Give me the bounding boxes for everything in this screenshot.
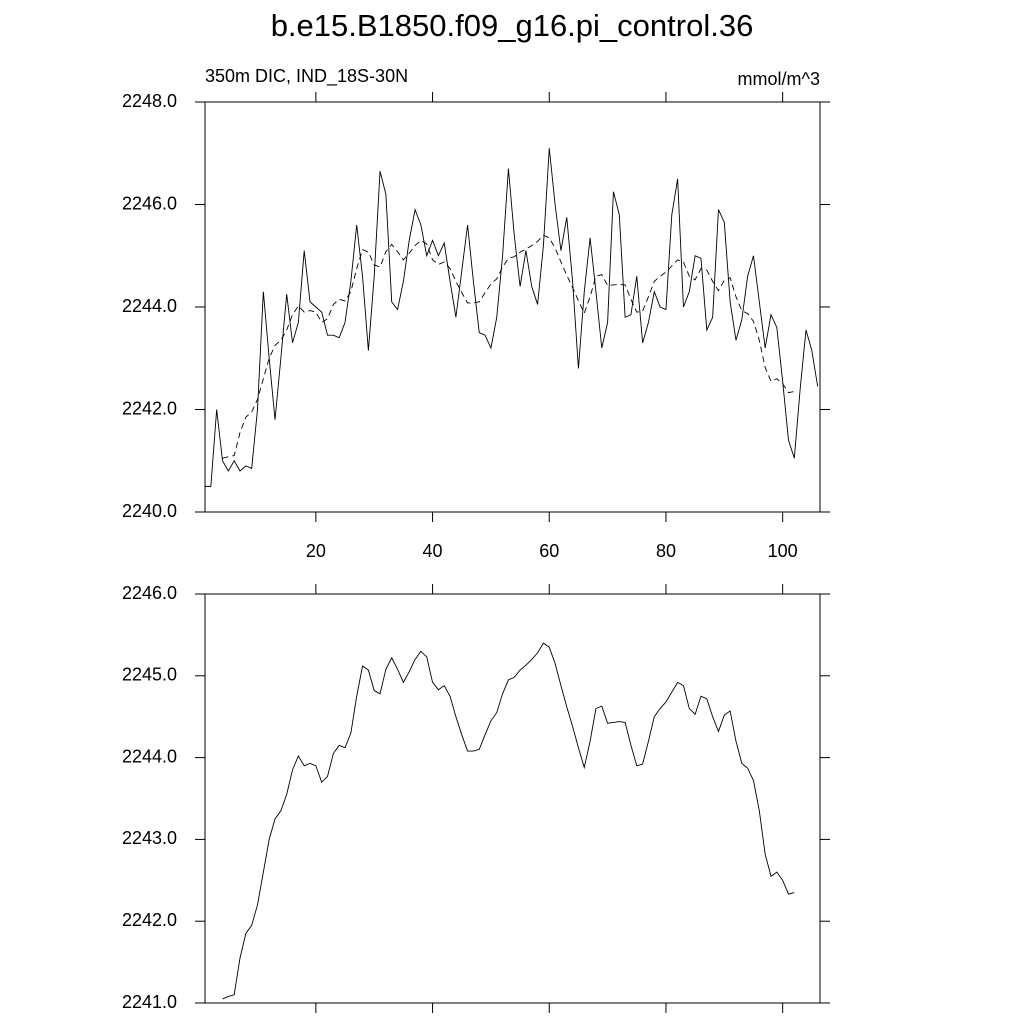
y-tick-label: 2245.0 — [122, 665, 177, 685]
x-tick-label: 60 — [539, 541, 559, 561]
data-line — [222, 642, 795, 1000]
y-tick-label: 2242.0 — [122, 398, 177, 418]
y-tick-label: 2246.0 — [122, 193, 177, 213]
y-tick-label: 2242.0 — [122, 910, 177, 930]
y-tick-label: 2244.0 — [122, 296, 177, 316]
y-tick-label: 2244.0 — [122, 746, 177, 766]
data-line — [205, 148, 819, 487]
left-string: 350m DIC, IND_18S-30N — [205, 66, 408, 87]
x-tick-label: 80 — [656, 541, 676, 561]
y-tick-label: 2240.0 — [122, 501, 177, 521]
x-tick-label: 20 — [306, 541, 326, 561]
plot-frame — [204, 593, 821, 1004]
y-tick-label: 2246.0 — [122, 583, 177, 603]
y-tick-label: 2241.0 — [122, 992, 177, 1012]
y-tick-label: 2243.0 — [122, 828, 177, 848]
main-title: b.e15.B1850.f09_g16.pi_control.36 — [271, 8, 754, 43]
x-tick-label: 40 — [423, 541, 443, 561]
y-tick-label: 2248.0 — [122, 91, 177, 111]
right-string: mmol/m^3 — [738, 69, 820, 89]
data-line — [222, 234, 795, 459]
x-tick-label: 100 — [768, 541, 798, 561]
